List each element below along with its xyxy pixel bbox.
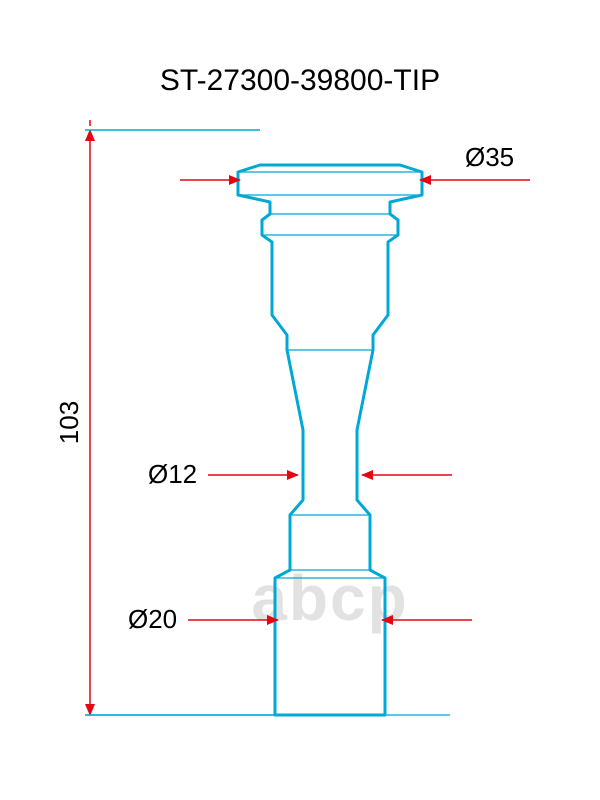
svg-text:103: 103 [54,401,84,444]
part-title: ST-27300-39800-TIP [160,64,440,97]
diagram-svg: abcp ST-27300-39800-TIP 103Ø35Ø12Ø20 [0,0,600,800]
svg-text:Ø12: Ø12 [148,459,197,489]
diagram-stage: abcp ST-27300-39800-TIP 103Ø35Ø12Ø20 [0,0,600,800]
svg-text:Ø35: Ø35 [465,142,514,172]
part-inner-lines [238,165,422,578]
svg-text:Ø20: Ø20 [128,604,177,634]
